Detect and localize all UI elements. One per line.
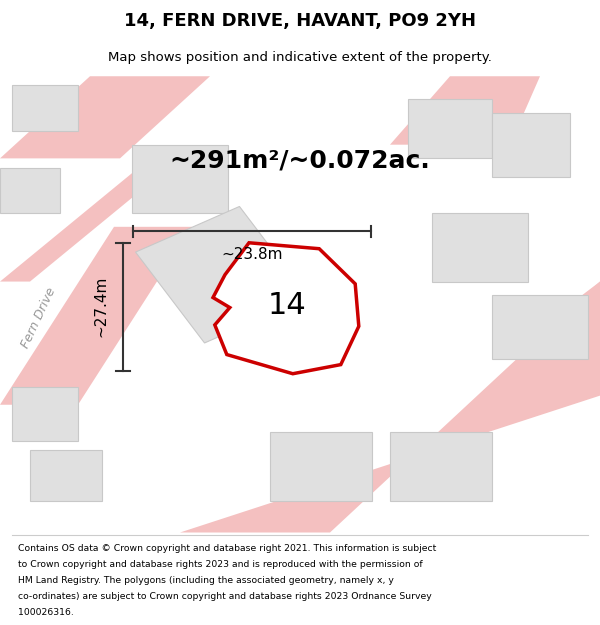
- Text: Contains OS data © Crown copyright and database right 2021. This information is : Contains OS data © Crown copyright and d…: [18, 544, 436, 552]
- Polygon shape: [132, 144, 228, 213]
- Polygon shape: [432, 213, 528, 281]
- Text: ~291m²/~0.072ac.: ~291m²/~0.072ac.: [170, 149, 430, 173]
- Polygon shape: [136, 206, 308, 343]
- Polygon shape: [270, 432, 372, 501]
- Text: to Crown copyright and database rights 2023 and is reproduced with the permissio: to Crown copyright and database rights 2…: [18, 560, 422, 569]
- Text: 14: 14: [268, 291, 306, 320]
- Text: HM Land Registry. The polygons (including the associated geometry, namely x, y: HM Land Registry. The polygons (includin…: [18, 576, 394, 585]
- Polygon shape: [528, 281, 600, 396]
- Polygon shape: [12, 386, 78, 441]
- Polygon shape: [30, 451, 102, 501]
- Polygon shape: [408, 99, 492, 158]
- Text: 100026316.: 100026316.: [18, 608, 74, 618]
- Polygon shape: [0, 76, 210, 158]
- Text: ~27.4m: ~27.4m: [93, 276, 108, 338]
- Polygon shape: [492, 112, 570, 177]
- Polygon shape: [0, 158, 180, 281]
- Polygon shape: [0, 227, 192, 405]
- Polygon shape: [12, 86, 78, 131]
- Polygon shape: [390, 76, 540, 144]
- Polygon shape: [390, 432, 492, 501]
- Polygon shape: [213, 242, 359, 374]
- Text: Map shows position and indicative extent of the property.: Map shows position and indicative extent…: [108, 51, 492, 64]
- Polygon shape: [180, 281, 600, 532]
- Polygon shape: [0, 168, 60, 213]
- Polygon shape: [492, 295, 588, 359]
- Text: 14, FERN DRIVE, HAVANT, PO9 2YH: 14, FERN DRIVE, HAVANT, PO9 2YH: [124, 12, 476, 31]
- Text: co-ordinates) are subject to Crown copyright and database rights 2023 Ordnance S: co-ordinates) are subject to Crown copyr…: [18, 592, 432, 601]
- Text: Fern Drive: Fern Drive: [19, 286, 59, 351]
- Text: ~23.8m: ~23.8m: [221, 248, 283, 262]
